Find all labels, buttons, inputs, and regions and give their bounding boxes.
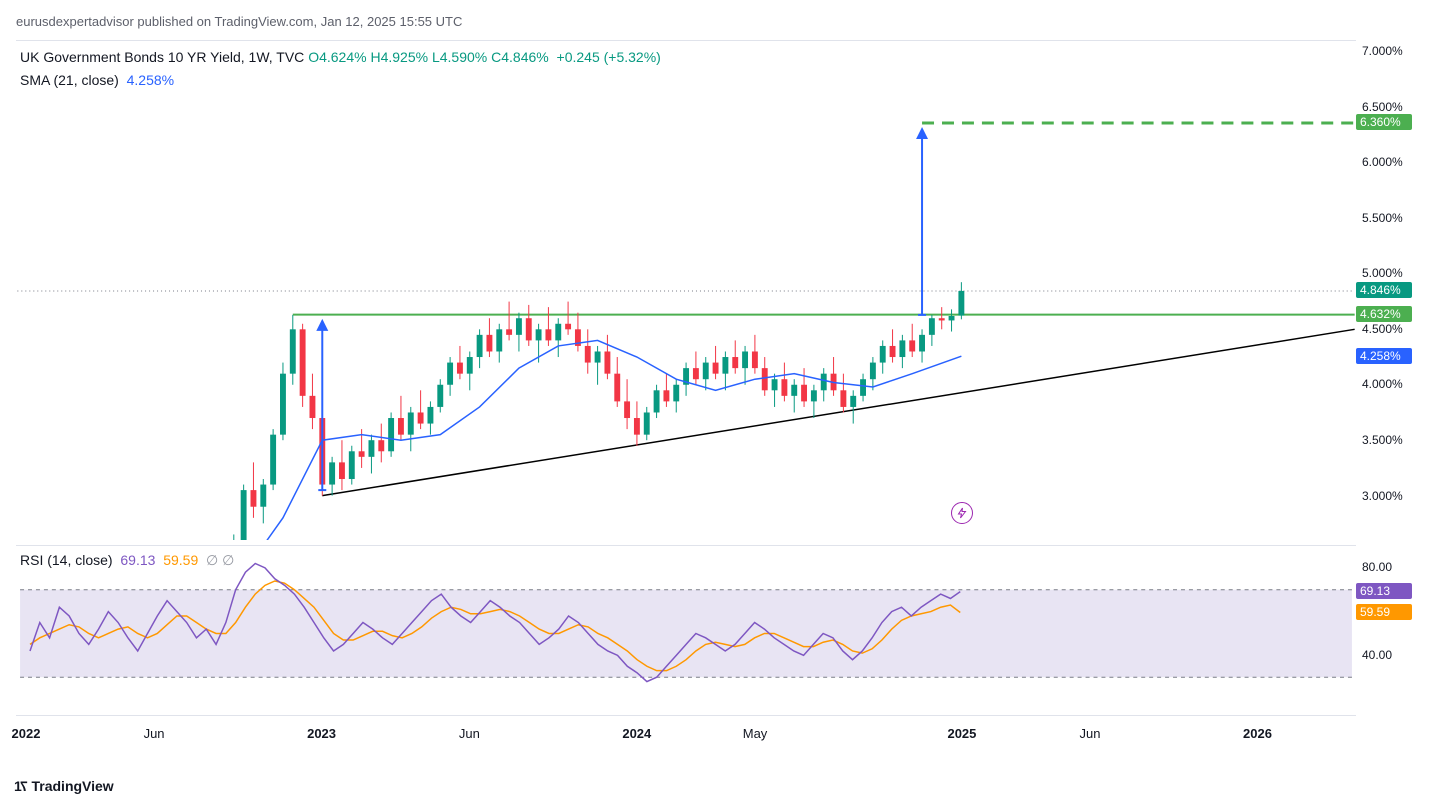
price-tag: 4.632% [1356,306,1412,322]
y-tick: 5.000% [1362,266,1403,280]
rsi-y-axis[interactable]: 80.00 40.00 69.13 59.59 [1356,545,1426,710]
y-tick: 5.500% [1362,211,1403,225]
price-tag: 4.846% [1356,282,1412,298]
publish-header: eurusdexpertadvisor published on Trading… [16,14,462,29]
x-tick: Jun [459,726,480,741]
lightning-icon[interactable] [951,502,973,524]
rsi-y-tick: 80.00 [1362,560,1392,574]
x-tick: Jun [1080,726,1101,741]
logo-icon: 17 [14,778,28,794]
y-tick: 6.000% [1362,155,1403,169]
x-tick: Jun [144,726,165,741]
x-tick: 2023 [307,726,336,741]
rsi-y-tick: 40.00 [1362,648,1392,662]
rsi-panel[interactable]: RSI (14, close) 69.13 59.59 ∅ ∅ [16,545,1356,710]
time-x-axis[interactable]: 2022Jun2023Jun2024May2025Jun2026 [16,715,1356,755]
y-tick: 6.500% [1362,100,1403,114]
x-tick: 2022 [12,726,41,741]
x-tick: 2026 [1243,726,1272,741]
x-tick: May [743,726,768,741]
y-tick: 3.000% [1362,489,1403,503]
price-tag: 6.360% [1356,114,1412,130]
rsi-tag: 69.13 [1356,583,1412,599]
price-y-axis[interactable]: 7.000% 6.500% 6.000% 5.500% 5.000% 4.500% 4.00… [1356,40,1426,540]
price-chart-canvas [16,41,1356,540]
tradingview-logo: 17 TradingView [14,778,114,794]
x-tick: 2025 [947,726,976,741]
y-tick: 3.500% [1362,433,1403,447]
x-tick: 2024 [622,726,651,741]
rsi-canvas [16,546,1356,710]
y-tick: 4.000% [1362,377,1403,391]
y-tick: 7.000% [1362,44,1403,58]
main-price-chart[interactable]: UK Government Bonds 10 YR Yield, 1W, TVC… [16,40,1356,540]
rsi-tag: 59.59 [1356,604,1412,620]
price-tag: 4.258% [1356,348,1412,364]
y-tick: 4.500% [1362,322,1403,336]
footer-text: TradingView [31,778,113,794]
